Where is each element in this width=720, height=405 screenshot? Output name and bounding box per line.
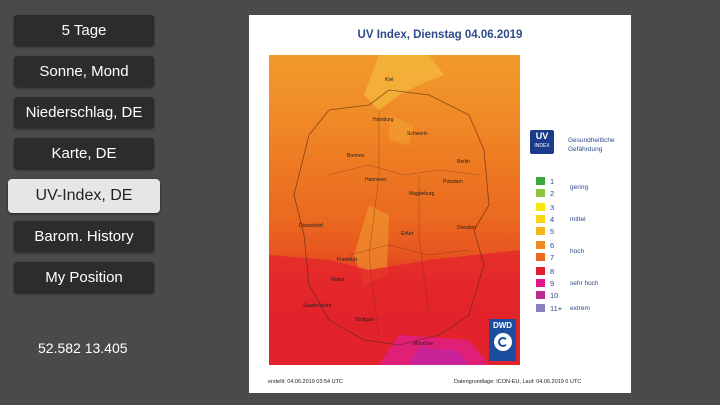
legend-value: 4 — [550, 214, 555, 224]
city-label: Düsseldorf — [299, 223, 323, 229]
menu-item-uv-index[interactable]: UV-Index, DE — [8, 179, 160, 213]
city-label: Saarbrücken — [303, 303, 332, 309]
city-label: München — [413, 341, 434, 347]
legend-swatch — [536, 177, 545, 185]
legend-level: 7 — [536, 252, 555, 262]
legend-swatch — [536, 291, 545, 299]
city-label: Erfurt — [401, 231, 414, 237]
legend-value: 9 — [550, 278, 555, 288]
legend-level: 8 — [536, 266, 555, 276]
legend-value: 11+ — [550, 303, 563, 313]
legend-level: 4 — [536, 214, 555, 224]
uv-badge-title: UV — [535, 131, 549, 141]
dwd-swirl-icon — [493, 333, 512, 351]
legend-value: 8 — [550, 266, 555, 276]
legend-value: 10 — [550, 290, 559, 300]
legend-level: 3 — [536, 202, 555, 212]
uv-index-badge: UV INDEX — [530, 130, 554, 154]
menu-item-5-tage[interactable]: 5 Tage — [14, 15, 154, 46]
menu-item-my-position[interactable]: My Position — [14, 262, 154, 293]
legend-value: 3 — [550, 202, 555, 212]
city-label: Hannover — [365, 177, 387, 183]
side-menu: 5 Tage Sonne, Mond Niederschlag, DE Kart… — [0, 0, 170, 405]
legend-level: 5 — [536, 226, 555, 236]
legend-swatch — [536, 267, 545, 275]
legend-value: 1 — [550, 176, 555, 186]
legend-level: 9 — [536, 278, 555, 288]
legend-value: 2 — [550, 188, 555, 198]
germany-uv-map: Kiel Hamburg Schwerin Bremen Berlin Hann… — [269, 55, 520, 365]
uv-index-map-panel: UV Index, Dienstag 04.06.2019 Kiel Hambu… — [249, 15, 631, 393]
legend-value: 6 — [550, 240, 555, 250]
city-label: Magdeburg — [409, 191, 435, 197]
position-coordinates: 52.582 13.405 — [38, 340, 128, 356]
legend-swatch — [536, 304, 545, 312]
uv-badge-subtitle: INDEX — [534, 143, 550, 149]
city-label: Berlin — [457, 159, 470, 165]
menu-item-niederschlag[interactable]: Niederschlag, DE — [14, 97, 154, 128]
legend-level: 10 — [536, 290, 559, 300]
legend-swatch — [536, 253, 545, 261]
city-label: Schwerin — [407, 131, 428, 137]
legend-level: 2 — [536, 188, 555, 198]
legend-category: sehr hoch — [570, 280, 599, 287]
dwd-logo-text: DWD — [492, 321, 513, 330]
menu-item-barom-history[interactable]: Barom. History — [14, 221, 154, 252]
city-label: Hamburg — [373, 117, 394, 123]
legend-swatch — [536, 203, 545, 211]
legend-level: 11+ — [536, 303, 563, 313]
city-label: Kiel — [385, 77, 394, 83]
map-overlay — [269, 55, 520, 365]
map-title: UV Index, Dienstag 04.06.2019 — [357, 29, 523, 41]
legend-category: gering — [570, 184, 589, 191]
legend-swatch — [536, 241, 545, 249]
menu-item-karte[interactable]: Karte, DE — [14, 138, 154, 169]
legend-level: 6 — [536, 240, 555, 250]
legend-category: extrem — [570, 305, 590, 312]
city-label: Stuttgart — [355, 317, 374, 323]
legend-heading: Gesundheitliche Gefährdung — [568, 137, 615, 153]
legend-swatch — [536, 279, 545, 287]
legend-value: 5 — [550, 226, 555, 236]
city-label: Potsdam — [443, 179, 463, 185]
city-label: Frankfurt — [337, 257, 358, 263]
legend-value: 7 — [550, 252, 555, 262]
city-label: Bremen — [347, 153, 365, 159]
menu-item-sonne-mond[interactable]: Sonne, Mond — [14, 56, 154, 87]
legend-swatch — [536, 215, 545, 223]
legend-level: 1 — [536, 176, 555, 186]
dwd-logo: DWD — [489, 319, 516, 361]
city-label: Mainz — [331, 277, 345, 283]
footer-created: erstellt: 04.06.2019 03:54 UTC — [268, 379, 343, 385]
city-label: Dresden — [457, 225, 476, 231]
legend-swatch — [536, 189, 545, 197]
legend-category: mittel — [570, 216, 586, 223]
footer-data-source: Datengrundlage: ICON-EU, Lauf: 04.06.201… — [454, 379, 582, 385]
legend-category: hoch — [570, 248, 585, 255]
legend-swatch — [536, 227, 545, 235]
